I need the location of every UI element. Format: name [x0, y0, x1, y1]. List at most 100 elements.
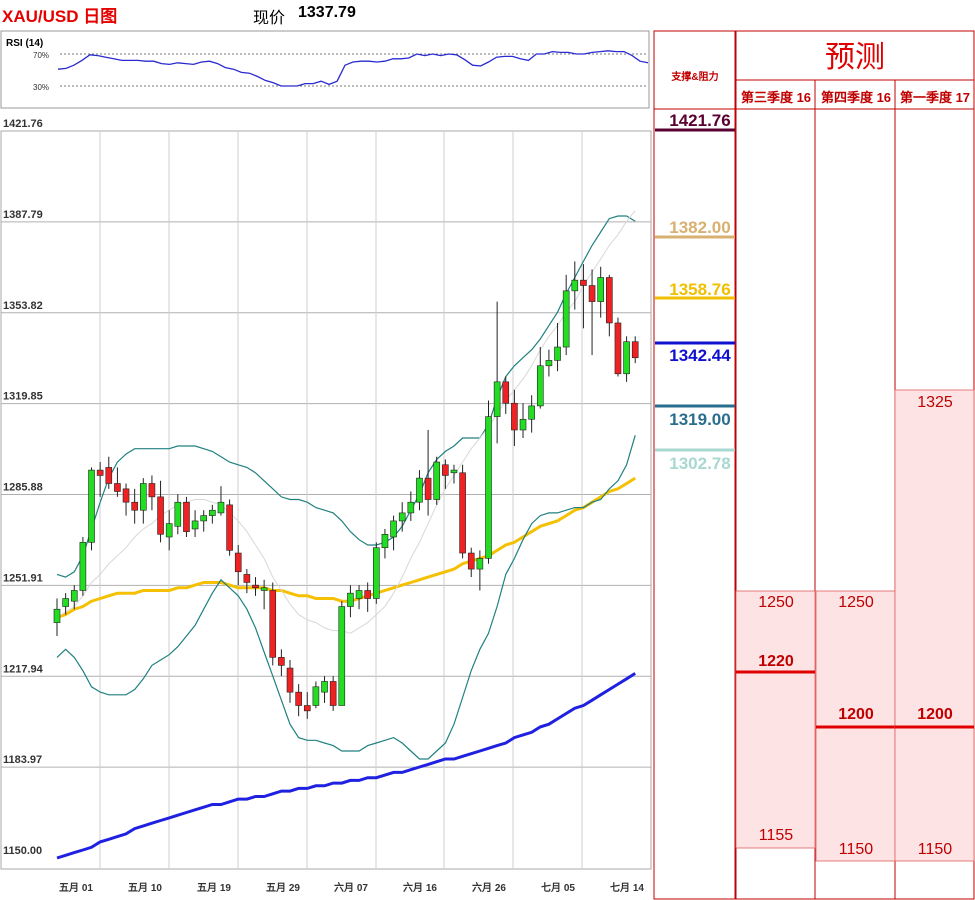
candle-body: [96, 469, 104, 476]
candle-up: [140, 478, 147, 524]
sr-column: [653, 30, 736, 900]
candle-body: [114, 483, 121, 492]
candle-down: [295, 684, 302, 717]
forecast-q1-high: 1325: [917, 394, 953, 411]
candle-body: [191, 520, 199, 530]
rsi-level-30: 30%: [33, 83, 49, 92]
support-resistance-title: 支撑&阻力: [671, 72, 719, 83]
candle-body: [459, 472, 466, 554]
candle-down: [502, 376, 510, 414]
candle-down: [105, 456, 113, 489]
candle-down: [96, 462, 104, 497]
candle-body: [260, 587, 268, 591]
candle-up: [398, 502, 406, 532]
sr-level-value: 1382.00: [669, 218, 730, 237]
candle-body: [545, 360, 553, 367]
candle-down: [511, 389, 518, 447]
candle-body: [321, 681, 328, 693]
candle-body: [286, 667, 294, 693]
candle-up: [174, 494, 182, 535]
candle-body: [105, 467, 113, 484]
current-price-label: 现价: [253, 10, 286, 27]
candle-up: [545, 349, 553, 377]
date-tick-label: 六月 16: [403, 881, 437, 894]
candle-down: [459, 464, 466, 559]
candle-body: [355, 590, 363, 599]
candle-body: [53, 608, 61, 623]
forecast-range-band: [735, 590, 816, 849]
candle-body: [79, 542, 87, 591]
candle-body: [606, 277, 613, 324]
rsi-panel: [0, 30, 650, 109]
candle-body: [433, 461, 441, 500]
candle-body: [467, 552, 475, 570]
forecast-q3-target: 1220: [758, 653, 794, 670]
candle-down: [252, 577, 259, 596]
candle-up: [476, 550, 484, 591]
candle-body: [252, 584, 259, 589]
date-tick-label: 六月 26: [472, 881, 506, 894]
price-panel: [0, 130, 652, 870]
candle-body: [338, 606, 346, 706]
forecast-title: 预测: [825, 40, 885, 75]
candle-body: [295, 691, 302, 706]
candle-up: [485, 400, 492, 564]
price-tick-label: 1319.85: [3, 391, 43, 403]
candle-body: [554, 346, 561, 361]
candle-up: [209, 504, 216, 524]
candle-up: [312, 681, 320, 709]
candle-up: [79, 536, 87, 596]
forecast-range-band: [894, 389, 975, 862]
forecast-q3-high: 1250: [758, 594, 794, 611]
date-tick-label: 七月 05: [541, 881, 575, 894]
candle-up: [62, 593, 69, 615]
candle-up: [347, 585, 354, 618]
candle-up: [70, 585, 78, 610]
candle-body: [329, 681, 337, 706]
candle-body: [381, 534, 389, 548]
candle-body: [536, 365, 544, 407]
candle-down: [580, 264, 587, 329]
candle-down: [122, 483, 130, 516]
sr-level-value: 1358.76: [669, 280, 730, 299]
date-tick-label: 五月 10: [128, 882, 162, 894]
candle-down: [588, 269, 596, 356]
candle-body: [131, 501, 138, 511]
candle-up: [53, 598, 61, 636]
candle-down: [226, 499, 233, 556]
current-price-value: 1337.79: [298, 4, 356, 21]
candle-body: [424, 477, 432, 500]
date-tick-label: 五月 29: [266, 882, 300, 894]
candle-body: [70, 590, 78, 602]
candle-body: [580, 279, 587, 286]
candle-body: [528, 405, 535, 420]
candle-body: [519, 418, 527, 431]
sr-level-value: 1342.44: [669, 346, 731, 365]
candle-up: [390, 515, 397, 551]
candle-body: [278, 657, 285, 666]
forecast-q1-low: 1150: [917, 841, 953, 858]
candle-body: [140, 483, 147, 511]
candle-up: [597, 266, 604, 318]
candle-down: [157, 480, 164, 543]
forecast-header-q4: 第四季度 16: [820, 90, 892, 105]
bollinger-lower-line: [56, 435, 636, 760]
candle-up: [536, 347, 544, 409]
candle-body: [407, 501, 415, 514]
rsi-level-70: 70%: [33, 51, 49, 60]
candle-body: [398, 512, 406, 522]
candle-up: [373, 542, 380, 604]
candle-up: [88, 467, 95, 551]
rsi-label: RSI (14): [6, 38, 43, 49]
price-tick-label: 1421.76: [3, 118, 43, 130]
date-tick-label: 五月 19: [197, 882, 231, 894]
candle-up: [381, 528, 389, 559]
candle-body: [623, 341, 630, 375]
candle-down: [303, 692, 311, 719]
candle-up: [450, 464, 458, 484]
candle-body: [476, 558, 484, 570]
candle-up: [200, 510, 208, 532]
candle-down: [269, 582, 277, 666]
price-tick-label: 1150.00: [3, 845, 42, 857]
